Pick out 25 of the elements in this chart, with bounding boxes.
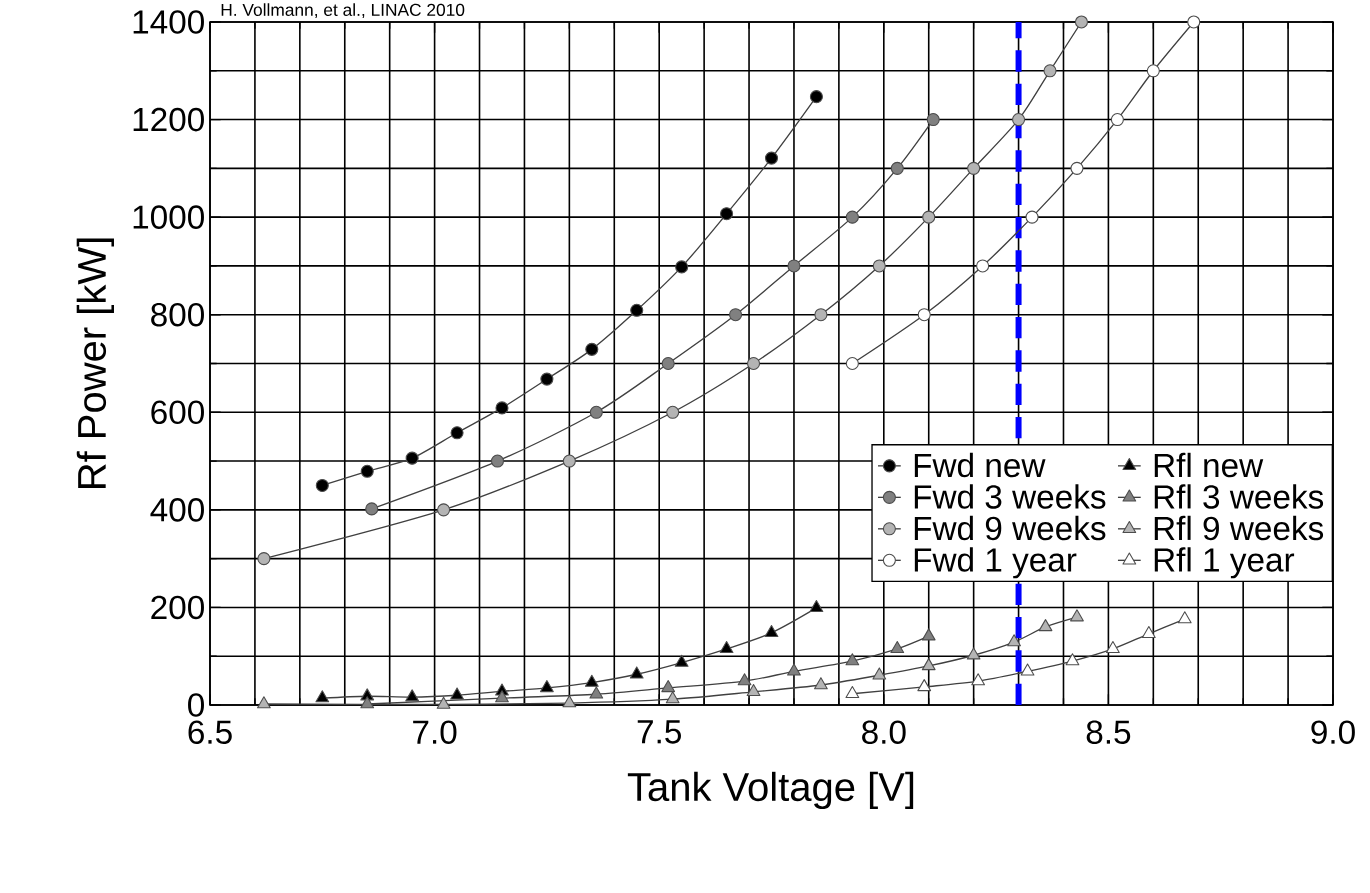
legend-label: Fwd 9 weeks — [914, 515, 1106, 541]
legend-label: Rfl new — [1154, 452, 1264, 478]
x-tick-label: 6.5 — [188, 720, 232, 744]
legend-label: Fwd new — [914, 452, 1046, 478]
x-tick-label: 7.5 — [637, 720, 681, 744]
legend-label: Rfl 9 weeks — [1154, 515, 1324, 541]
y-tick-label: 600 — [151, 400, 204, 425]
legend-label: Rfl 1 year — [1154, 547, 1295, 579]
x-tick-label: 8.0 — [862, 720, 906, 744]
y-tick-label: 1400 — [133, 10, 204, 34]
y-tick-label: 800 — [151, 302, 204, 327]
y-tick-label: 200 — [151, 595, 204, 620]
legend-label: Fwd 1 year — [914, 547, 1077, 579]
y-tick-label: 1000 — [133, 205, 204, 229]
y-tick-label: 1200 — [133, 107, 204, 132]
x-tick-label: 7.0 — [413, 720, 457, 744]
legend-label: Rfl 3 weeks — [1154, 484, 1324, 509]
x-axis-title: Tank Voltage [V] — [627, 771, 914, 810]
y-axis-title: Rf Power [kW] — [76, 238, 114, 489]
x-tick-label: 9.0 — [1311, 720, 1355, 744]
y-tick-label: 400 — [150, 498, 204, 522]
legend-label: Fwd 3 weeks — [914, 484, 1106, 509]
x-tick-label: 8.5 — [1086, 720, 1131, 744]
text: H. Vollmann, et al., LINAC 2010 — [221, 3, 465, 19]
y-tick-label: 0 — [188, 693, 204, 717]
